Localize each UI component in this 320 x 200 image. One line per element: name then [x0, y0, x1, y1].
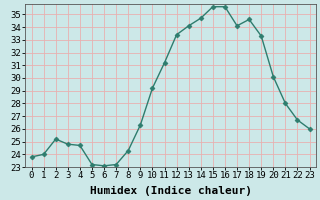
X-axis label: Humidex (Indice chaleur): Humidex (Indice chaleur)	[90, 186, 252, 196]
